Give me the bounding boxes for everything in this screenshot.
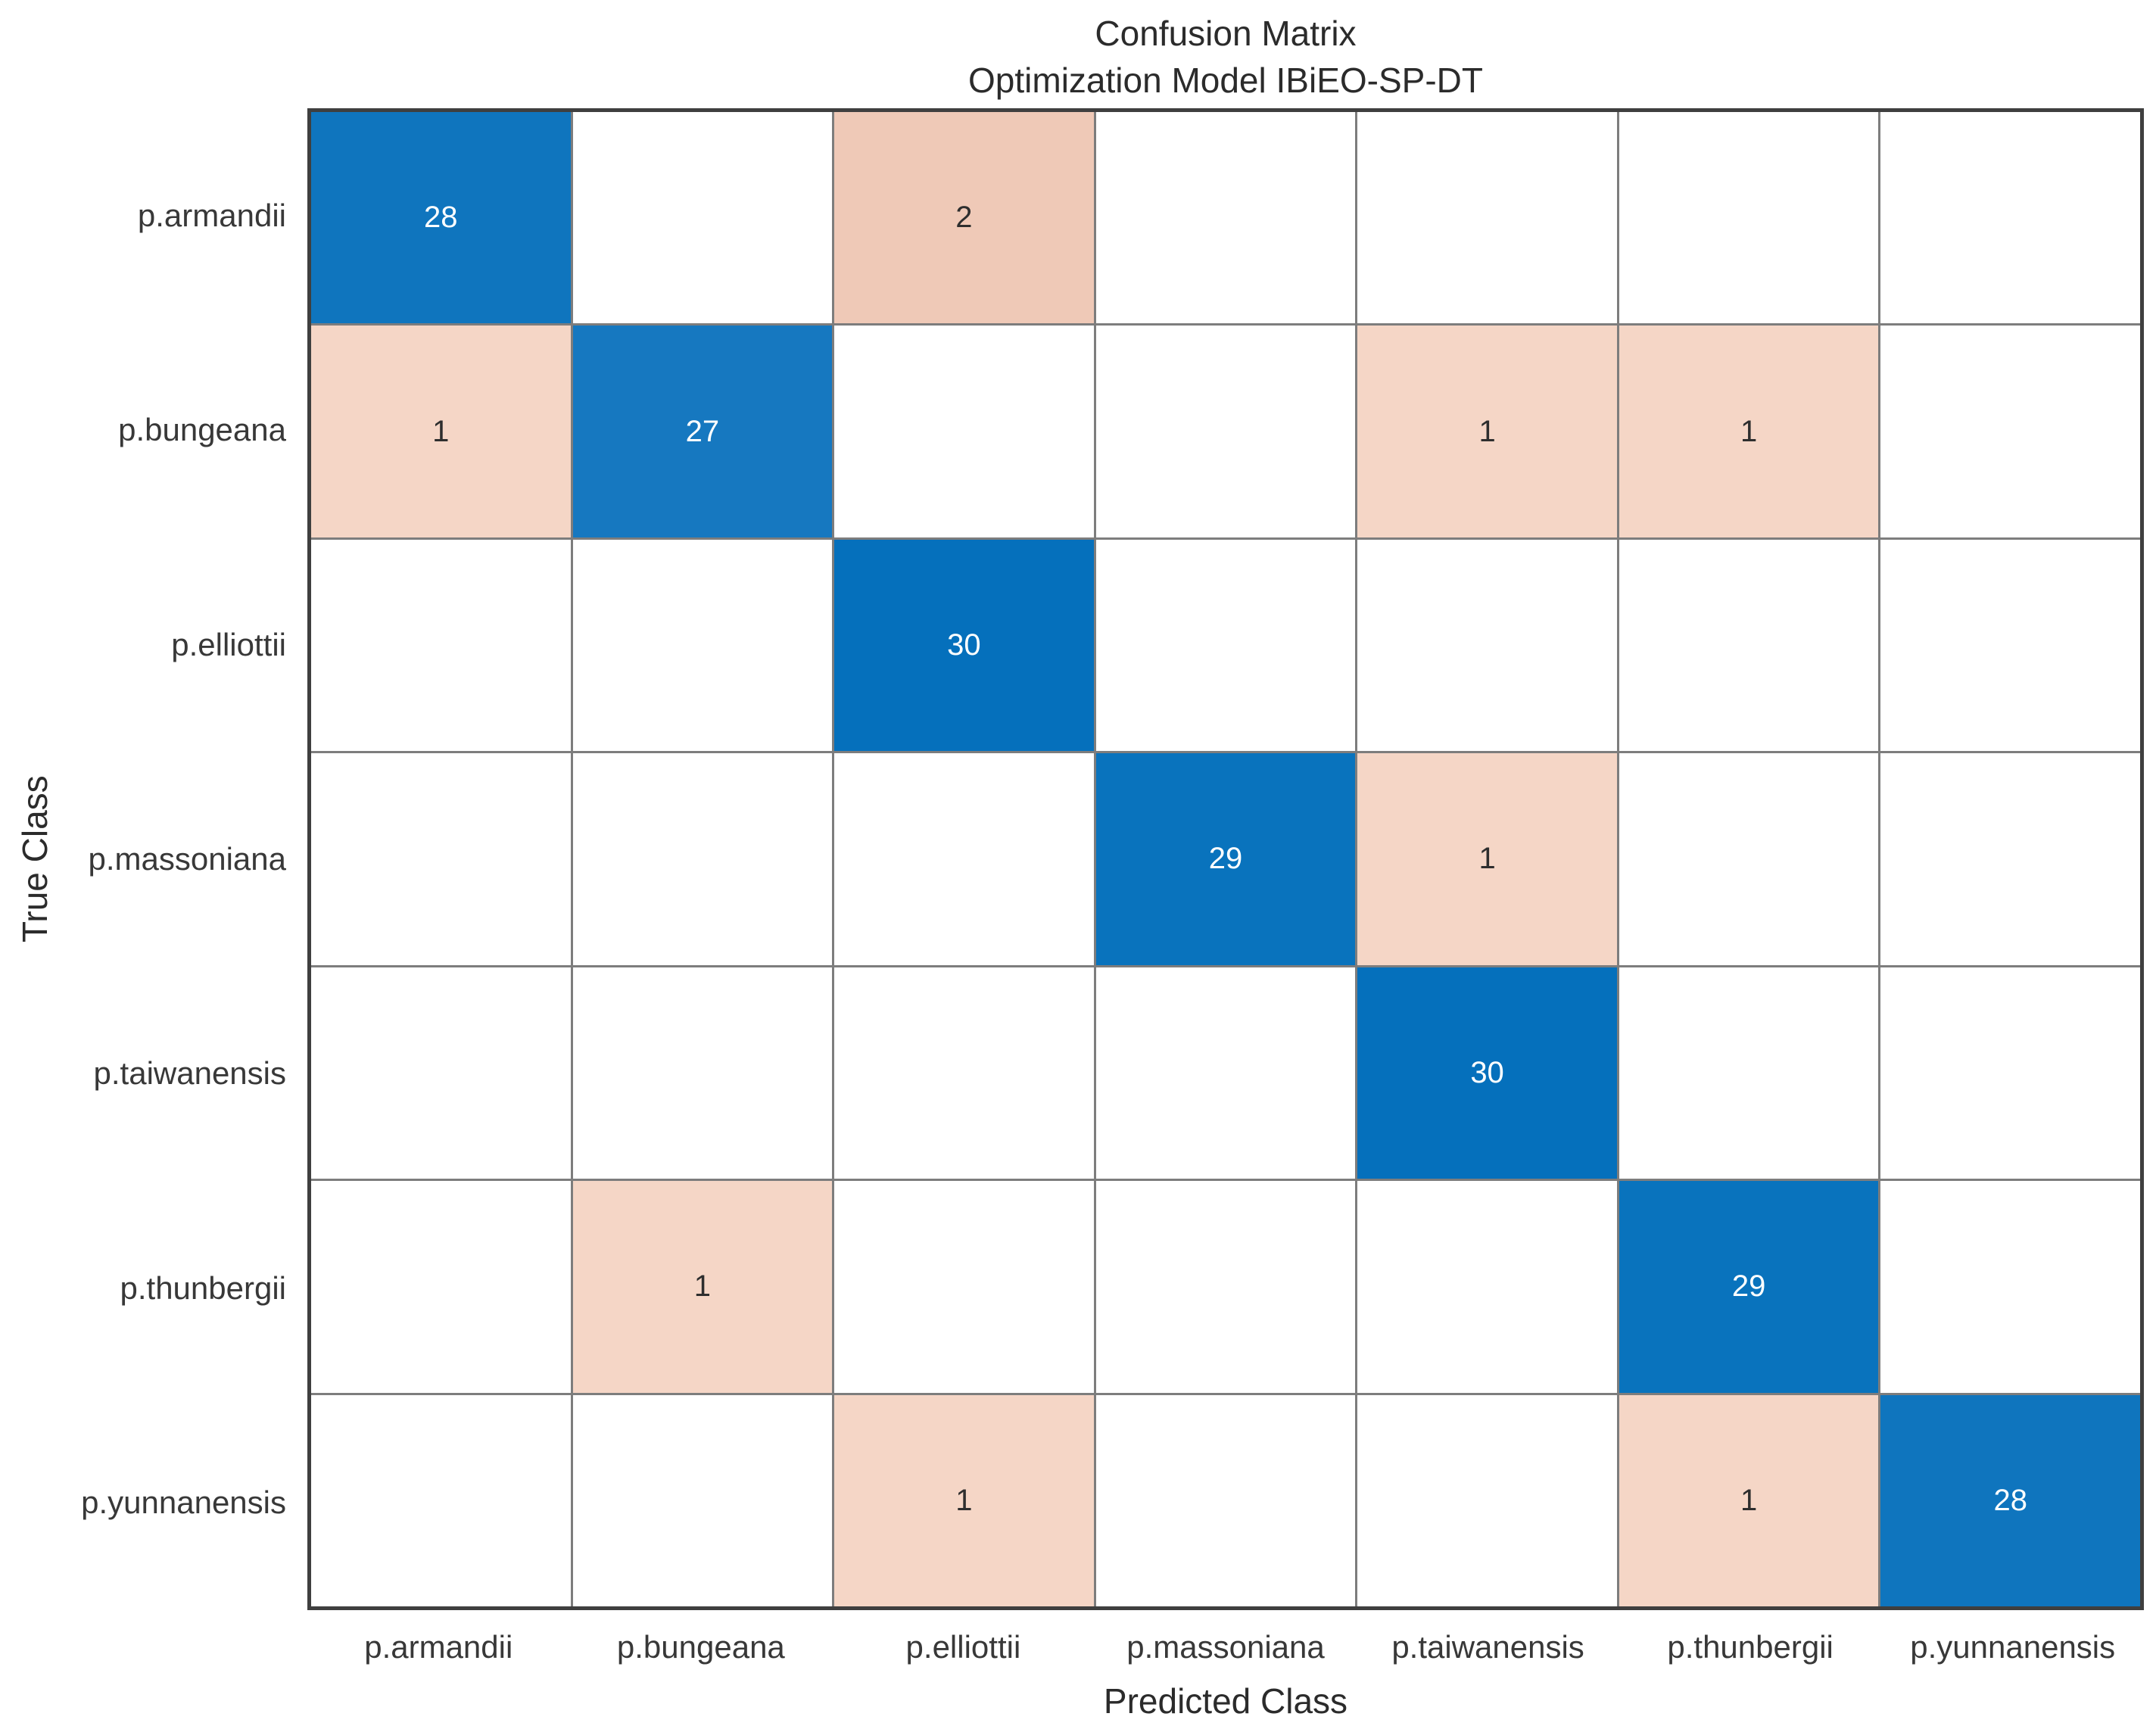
matrix-cell: 1 <box>1357 326 1617 537</box>
matrix-cell <box>834 967 1094 1179</box>
matrix-cell <box>572 539 833 752</box>
y-tick-label: p.massoniana <box>88 840 287 877</box>
matrix-cell <box>1880 112 2140 324</box>
x-tick-label: p.elliottii <box>905 1629 1021 1665</box>
cell-value: 2 <box>955 201 973 235</box>
matrix-cell <box>311 1394 571 1606</box>
matrix-cell <box>1357 112 1617 324</box>
cell-value: 1 <box>1478 414 1496 448</box>
cell-value: 28 <box>424 201 458 235</box>
matrix-cell: 28 <box>311 112 571 324</box>
matrix-cell: 29 <box>1619 1181 1879 1393</box>
x-tick-label: p.armandii <box>364 1629 513 1665</box>
y-tick-label: p.yunnanensis <box>81 1484 286 1521</box>
matrix-cell <box>311 753 571 965</box>
y-axis-tick-labels: p.armandii p.bungeana p.elliottii p.massoni… <box>0 108 297 1610</box>
y-tick-label: p.elliottii <box>171 626 286 662</box>
y-tick-label: p.bungeana <box>118 412 286 448</box>
cell-value: 1 <box>1740 1483 1758 1517</box>
matrix-cell <box>311 967 571 1179</box>
confusion-matrix-grid: 28 2 1 27 1 1 30 29 1 30 1 29 1 1 28 <box>307 108 2144 1610</box>
cell-value: 30 <box>947 628 981 662</box>
matrix-cell <box>1619 967 1879 1179</box>
cell-value: 1 <box>693 1269 711 1304</box>
matrix-cell <box>1357 1181 1617 1393</box>
x-tick-label: p.taiwanensis <box>1391 1629 1584 1665</box>
matrix-cell <box>1619 112 1879 324</box>
cell-value: 30 <box>1470 1055 1504 1089</box>
matrix-cell <box>1095 112 1356 324</box>
matrix-cell <box>834 1181 1094 1393</box>
matrix-cell: 2 <box>834 112 1094 324</box>
matrix-cell <box>1880 326 2140 537</box>
chart-subtitle: Optimization Model IBiEO-SP-DT <box>968 60 1483 100</box>
matrix-cell <box>1095 1181 1356 1393</box>
matrix-cell <box>572 753 833 965</box>
matrix-cell: 1 <box>1619 1394 1879 1606</box>
chart-title-block: Confusion Matrix Optimization Model IBiE… <box>307 11 2144 104</box>
matrix-cell <box>1619 539 1879 752</box>
x-tick-label: p.thunbergii <box>1667 1629 1834 1665</box>
x-tick-label: p.bungeana <box>616 1629 785 1665</box>
x-tick-label: p.massoniana <box>1126 1629 1325 1665</box>
matrix-cell: 1 <box>572 1181 833 1393</box>
matrix-cell: 28 <box>1880 1394 2140 1606</box>
matrix-cell <box>1880 753 2140 965</box>
matrix-cell <box>1095 967 1356 1179</box>
cell-value: 1 <box>955 1483 973 1517</box>
matrix-cell <box>311 1181 571 1393</box>
matrix-cell: 1 <box>311 326 571 537</box>
matrix-cell <box>1619 753 1879 965</box>
y-tick-label: p.thunbergii <box>120 1269 287 1306</box>
matrix-cell <box>1095 539 1356 752</box>
matrix-cell: 30 <box>834 539 1094 752</box>
matrix-cell <box>572 112 833 324</box>
matrix-cell <box>1095 326 1356 537</box>
matrix-cell <box>1357 1394 1617 1606</box>
cell-value: 1 <box>1478 842 1496 876</box>
matrix-cell: 30 <box>1357 967 1617 1179</box>
matrix-cell <box>834 753 1094 965</box>
matrix-cell: 1 <box>1619 326 1879 537</box>
matrix-cell <box>572 967 833 1179</box>
matrix-cell: 1 <box>1357 753 1617 965</box>
matrix-cell <box>1095 1394 1356 1606</box>
matrix-cell <box>572 1394 833 1606</box>
cell-value: 28 <box>1993 1483 2027 1517</box>
matrix-cell <box>834 326 1094 537</box>
cell-value: 27 <box>685 414 720 448</box>
matrix-cell: 27 <box>572 326 833 537</box>
chart-title: Confusion Matrix <box>1095 14 1357 53</box>
y-tick-label: p.armandii <box>137 197 286 233</box>
x-tick-label: p.yunnanensis <box>1910 1629 2116 1665</box>
matrix-cell: 1 <box>834 1394 1094 1606</box>
matrix-cell <box>1880 1181 2140 1393</box>
cell-value: 1 <box>1740 414 1758 448</box>
x-axis-tick-labels: p.armandii p.bungeana p.elliottii p.massoni… <box>307 1629 2144 1671</box>
matrix-cell <box>1357 539 1617 752</box>
cell-value: 1 <box>432 414 450 448</box>
matrix-cell <box>311 539 571 752</box>
cell-value: 29 <box>1731 1269 1766 1304</box>
y-tick-label: p.taiwanensis <box>93 1055 286 1092</box>
matrix-cell <box>1880 539 2140 752</box>
x-axis-label: Predicted Class <box>1103 1681 1348 1721</box>
matrix-cell: 29 <box>1095 753 1356 965</box>
matrix-cell <box>1880 967 2140 1179</box>
cell-value: 29 <box>1208 842 1243 876</box>
